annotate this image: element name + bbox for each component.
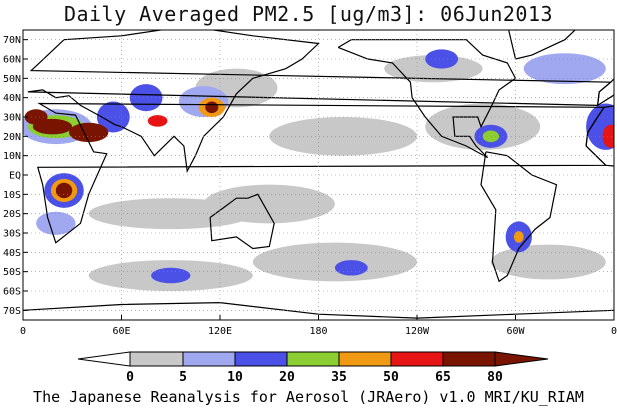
colorbar-segment [129,351,184,367]
concentration-region [151,267,191,284]
longitude-label: 60W [506,326,525,337]
colorbar-tick-label: 35 [331,370,347,385]
greenland-coast [508,30,576,60]
colorbar-tick-label: 20 [279,370,295,385]
concentration-region [490,244,606,280]
latitude-label: 70S [3,306,21,317]
latitude-label: 40S [3,248,21,259]
africa-coast-wrap [585,105,614,167]
colorbar-tick-label: 50 [383,370,399,385]
colorbar-tick-label: 0 [126,370,134,385]
concentration-region [513,231,524,243]
concentration-region [147,115,168,127]
latitude-label: 20N [3,132,21,143]
latitude-label: 50S [3,267,21,278]
colorbar-high-arrow [494,351,549,367]
longitude-label: 120E [208,326,232,337]
concentration-region [96,101,130,133]
latitude-label: 50N [3,74,21,85]
longitude-label: 180 [309,326,327,337]
colorbar-segment [338,351,392,367]
pm25-field-layer [23,49,614,291]
latitude-label: 30N [3,113,21,124]
latitude-label: EQ [9,171,21,182]
longitude-label: 0 [20,326,26,337]
concentration-region [55,182,73,199]
map-title: Daily Averaged PM2.5 [ug/m3]: 06Jun2013 [63,2,554,26]
concentration-region [602,124,614,148]
colorbar-segment [442,351,496,367]
concentration-region [252,242,417,282]
latitude-label: 10S [3,190,21,201]
latitude-label: 60S [3,287,21,298]
concentration-region [68,122,109,143]
gridline-layer [23,30,614,320]
concentration-region [384,55,483,83]
concentration-region [523,53,606,85]
colorbar-tick-label: 5 [179,370,187,385]
concentration-region [88,198,253,230]
latitude-label: 30S [3,229,21,240]
concentration-region [425,49,459,69]
north-america-coast [337,39,517,159]
concentration-region [334,260,368,276]
latitude-label: 70N [3,35,21,46]
concentration-region [129,84,163,112]
colorbar-segment [182,351,236,367]
latitude-label: 10N [3,151,21,162]
concentration-region [36,211,76,235]
colorbar-tick-label: 65 [435,370,451,385]
colorbar-tick-label: 10 [227,370,243,385]
colorbar-low-arrow [77,351,131,367]
footer-credit: The Japanese Reanalysis for Aerosol (JRA… [33,388,584,406]
longitude-label: 60E [112,326,130,337]
latitude-label: 40N [3,93,21,104]
latitude-label: 20S [3,209,21,220]
concentration-region [205,101,219,114]
longitude-labels: 0 60E 120E 180 120W 60W 0 [20,315,617,337]
colorbar: 0 5 10 20 35 50 65 80 [77,351,549,385]
latitude-labels: 70N 60N 50N 40N 30N 20N 10N EQ 10S 20S 30S 40S 50S 60… [3,35,28,317]
latitude-label: 60N [3,55,21,66]
colorbar-segment [390,351,444,367]
colorbar-segment [286,351,340,367]
australia-coast [209,193,275,250]
longitude-label: 0 [611,326,617,337]
concentration-region [482,130,500,143]
concentration-region [24,109,48,125]
longitude-label: 120W [405,326,430,337]
colorbar-tick-label: 80 [487,370,503,385]
colorbar-segment [234,351,288,367]
